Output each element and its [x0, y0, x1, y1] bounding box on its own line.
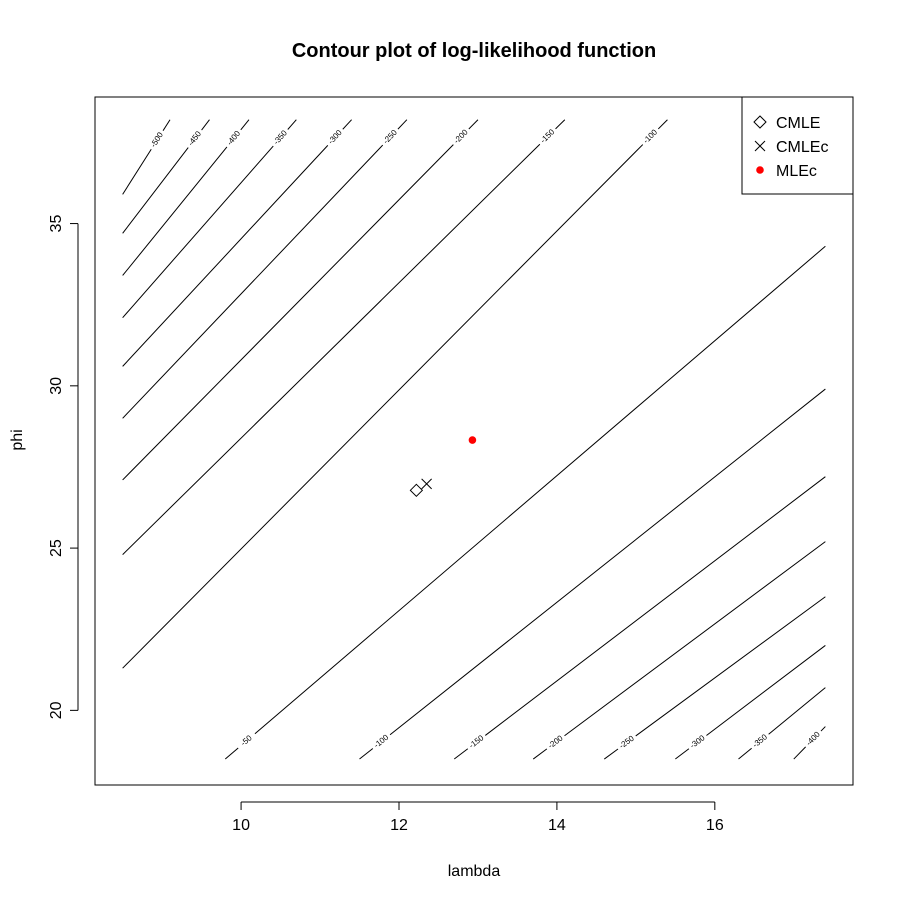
contour-line: [122, 119, 250, 276]
contour-label: -200: [546, 733, 565, 750]
x-tick-label: 16: [706, 817, 724, 834]
contour-label: -400: [225, 129, 242, 148]
point-cmle: [409, 483, 424, 498]
contour-label: -300: [688, 733, 707, 750]
y-tick-label: 20: [48, 701, 65, 719]
contour-line: [122, 119, 668, 669]
contour-label: -350: [751, 732, 770, 749]
contour-line: [224, 245, 826, 760]
contour-line: [122, 119, 210, 234]
legend-label: MLEc: [776, 163, 817, 180]
contour-line: [453, 476, 826, 760]
legend-marker: [753, 115, 767, 129]
x-tick-label: 14: [548, 817, 566, 834]
contour-line: [122, 119, 479, 481]
legend-marker: [754, 140, 766, 152]
point-cmlec: [421, 478, 432, 490]
point-mlec: [468, 436, 477, 444]
y-tick-label: 30: [48, 377, 65, 395]
contour-label: -150: [467, 733, 486, 750]
contour-line: [675, 645, 826, 760]
contour-line: [122, 119, 171, 195]
contour-label: -500: [149, 130, 165, 149]
contour-label: -300: [326, 128, 344, 146]
chart-title: Contour plot of log-likelihood function: [292, 40, 656, 62]
contour-line: [359, 388, 826, 760]
contour-label: -350: [272, 128, 290, 146]
contour-label: -50: [239, 733, 254, 748]
contour-line: [122, 119, 408, 419]
x-tick-label: 10: [232, 817, 250, 834]
legend-label: CMLEc: [776, 139, 828, 156]
contour-label: -100: [372, 732, 391, 749]
contour-label: -100: [641, 127, 659, 145]
contour-label: -250: [381, 128, 399, 146]
contour-label: -400: [804, 729, 822, 747]
y-tick-label: 25: [48, 539, 65, 557]
y-axis-label: phi: [9, 429, 26, 450]
plot-frame: [94, 96, 854, 786]
y-tick-label: 35: [48, 215, 65, 233]
contour-label: -200: [452, 127, 470, 145]
contour-line: [122, 119, 352, 367]
contour-line: [738, 687, 826, 760]
x-tick-label: 12: [390, 817, 408, 834]
contour-label: -150: [539, 127, 557, 145]
contour-line: [603, 596, 826, 760]
contour-line: [532, 541, 826, 760]
legend-marker: [756, 166, 764, 174]
legend-label: CMLE: [776, 115, 820, 132]
x-axis-label: lambda: [448, 863, 501, 880]
contour-label: -450: [186, 129, 203, 148]
contour-line: [122, 119, 566, 555]
contour-label: -250: [618, 733, 637, 750]
plot-area: 10 12 14 16 20 25 30 35 -500 -450 -400 -350 -300 -250…: [48, 96, 854, 834]
contour-line: [793, 726, 826, 760]
contour-line: [122, 119, 297, 319]
